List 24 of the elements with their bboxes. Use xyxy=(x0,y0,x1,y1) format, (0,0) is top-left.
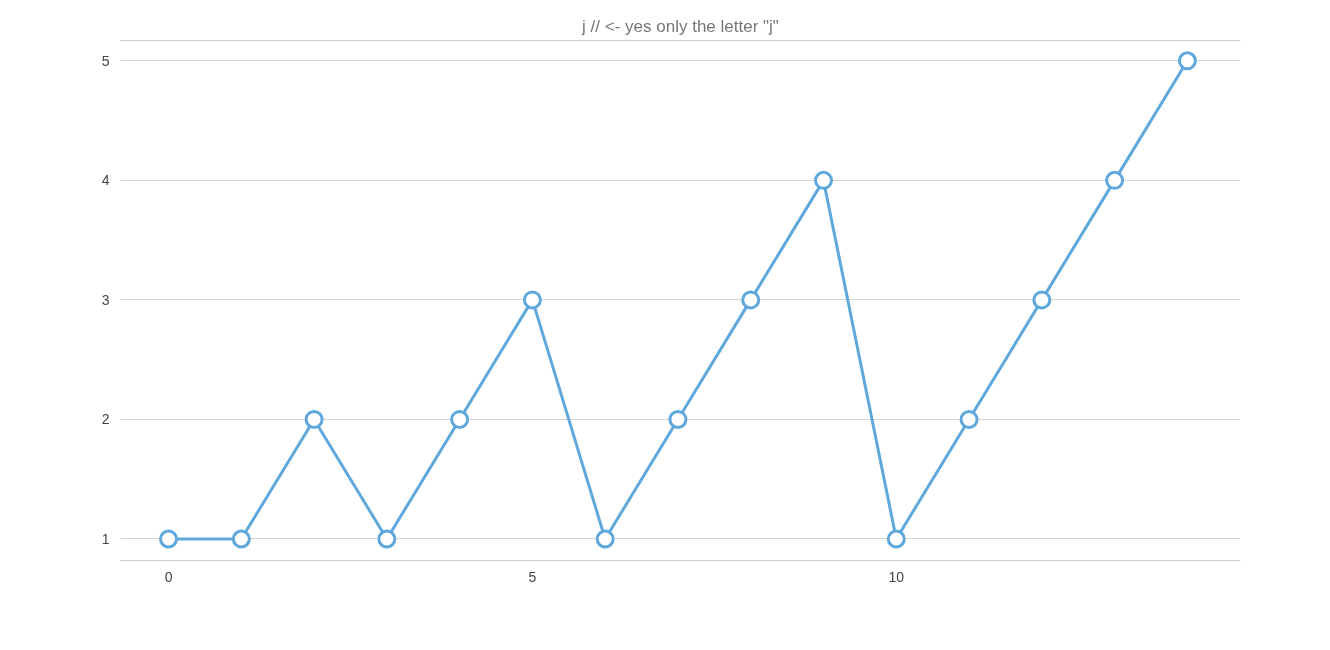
point xyxy=(377,529,397,549)
point xyxy=(1177,51,1197,71)
point xyxy=(159,529,179,549)
x-tick-label: 0 xyxy=(164,568,173,585)
point xyxy=(231,529,251,549)
y-tick-label: 3 xyxy=(101,291,110,308)
point xyxy=(1032,290,1052,310)
point xyxy=(741,290,761,310)
y-tick-label: 4 xyxy=(101,172,110,189)
chart-title: j // <- yes only the letter "j" xyxy=(581,16,779,36)
y-tick-label: 1 xyxy=(101,530,110,547)
point xyxy=(959,409,979,429)
point xyxy=(1105,170,1125,190)
point xyxy=(886,529,906,549)
point xyxy=(668,409,688,429)
y-tick-label: 5 xyxy=(101,52,110,69)
point xyxy=(814,170,833,190)
x-tick-label: 5 xyxy=(528,568,537,585)
point xyxy=(304,409,324,429)
y-tick-label: 2 xyxy=(101,411,110,428)
point xyxy=(595,529,615,549)
x-tick-label: 10 xyxy=(888,568,905,585)
point xyxy=(450,409,470,429)
point xyxy=(522,290,542,310)
